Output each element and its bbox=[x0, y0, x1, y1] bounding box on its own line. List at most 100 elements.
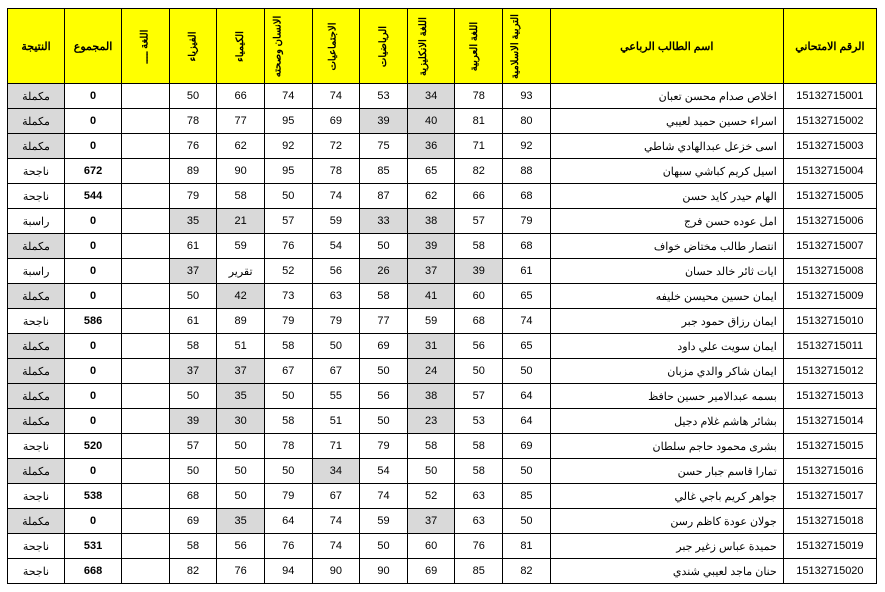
cell-score: 56 bbox=[455, 334, 503, 359]
cell-result: ناجحة bbox=[8, 484, 65, 509]
cell-score: 58 bbox=[407, 434, 455, 459]
cell-score: 64 bbox=[503, 384, 551, 409]
cell-id: 15132715012 bbox=[783, 359, 876, 384]
cell-name: اسيل كريم كباشي سبهان bbox=[550, 159, 783, 184]
cell-score: 78 bbox=[312, 159, 360, 184]
cell-name: جولان عودة كاظم رسن bbox=[550, 509, 783, 534]
cell-score: 57 bbox=[169, 434, 217, 459]
cell-result: مكملة bbox=[8, 134, 65, 159]
cell-score bbox=[122, 459, 170, 484]
cell-result: ناجحة bbox=[8, 159, 65, 184]
cell-score: 39 bbox=[455, 259, 503, 284]
cell-score: 82 bbox=[169, 559, 217, 584]
col-subj-3: الرياضيات bbox=[360, 9, 408, 84]
cell-id: 15132715001 bbox=[783, 84, 876, 109]
cell-score: 67 bbox=[312, 359, 360, 384]
cell-score: 56 bbox=[360, 384, 408, 409]
cell-id: 15132715019 bbox=[783, 534, 876, 559]
col-subj-2: اللغة الانكليزية bbox=[407, 9, 455, 84]
cell-result: مكملة bbox=[8, 459, 65, 484]
cell-score: 37 bbox=[407, 509, 455, 534]
cell-score: 93 bbox=[503, 84, 551, 109]
cell-score: 71 bbox=[455, 134, 503, 159]
cell-score: 77 bbox=[217, 109, 265, 134]
cell-score: 81 bbox=[503, 534, 551, 559]
cell-score: 76 bbox=[455, 534, 503, 559]
cell-total: 672 bbox=[65, 159, 122, 184]
cell-score: 94 bbox=[264, 559, 312, 584]
cell-score: 35 bbox=[169, 209, 217, 234]
cell-score: 92 bbox=[264, 134, 312, 159]
cell-name: جواهر كريم باجي غالي bbox=[550, 484, 783, 509]
cell-name: بشائر هاشم غلام دجيل bbox=[550, 409, 783, 434]
cell-total: 0 bbox=[65, 234, 122, 259]
cell-score: 64 bbox=[503, 409, 551, 434]
cell-score: 21 bbox=[217, 209, 265, 234]
cell-id: 15132715020 bbox=[783, 559, 876, 584]
cell-name: ايمان رزاق حمود جبر bbox=[550, 309, 783, 334]
cell-score: 85 bbox=[503, 484, 551, 509]
cell-name: تمارا قاسم جبار حسن bbox=[550, 459, 783, 484]
cell-total: 0 bbox=[65, 284, 122, 309]
cell-name: حنان ماجد لعيبي شندي bbox=[550, 559, 783, 584]
cell-score: 50 bbox=[503, 359, 551, 384]
cell-score bbox=[122, 284, 170, 309]
cell-score: 80 bbox=[503, 109, 551, 134]
cell-score bbox=[122, 234, 170, 259]
cell-score: 65 bbox=[503, 284, 551, 309]
cell-score: 50 bbox=[169, 84, 217, 109]
cell-score: 92 bbox=[503, 134, 551, 159]
results-table: الرقم الامتحاني اسم الطالب الرباعي الترب… bbox=[7, 8, 877, 584]
cell-total: 0 bbox=[65, 109, 122, 134]
cell-score: 58 bbox=[264, 334, 312, 359]
cell-score: 65 bbox=[503, 334, 551, 359]
cell-score bbox=[122, 109, 170, 134]
table-row: 15132715016تمارا قاسم جبار حسن5058505434… bbox=[8, 459, 877, 484]
cell-score bbox=[122, 184, 170, 209]
cell-name: حميدة عباس زغير جبر bbox=[550, 534, 783, 559]
cell-total: 544 bbox=[65, 184, 122, 209]
cell-id: 15132715009 bbox=[783, 284, 876, 309]
cell-score bbox=[122, 509, 170, 534]
cell-score: 38 bbox=[407, 209, 455, 234]
cell-score: 59 bbox=[312, 209, 360, 234]
cell-score: 40 bbox=[407, 109, 455, 134]
cell-score: 35 bbox=[217, 384, 265, 409]
cell-id: 15132715008 bbox=[783, 259, 876, 284]
cell-score bbox=[122, 409, 170, 434]
cell-score: 52 bbox=[407, 484, 455, 509]
cell-total: 531 bbox=[65, 534, 122, 559]
table-row: 15132715019حميدة عباس زغير جبر8176605074… bbox=[8, 534, 877, 559]
cell-score: 42 bbox=[217, 284, 265, 309]
cell-score: 95 bbox=[264, 109, 312, 134]
cell-total: 0 bbox=[65, 334, 122, 359]
cell-id: 15132715015 bbox=[783, 434, 876, 459]
cell-score: 65 bbox=[407, 159, 455, 184]
cell-total: 0 bbox=[65, 459, 122, 484]
cell-name: ايمان شاكر والدي مزبان bbox=[550, 359, 783, 384]
cell-total: 0 bbox=[65, 409, 122, 434]
col-subj-0: التربية الاسلامية bbox=[503, 9, 551, 84]
table-row: 15132715006امل عوده حسن فرج7957383359572… bbox=[8, 209, 877, 234]
cell-score: 26 bbox=[360, 259, 408, 284]
cell-score: 66 bbox=[217, 84, 265, 109]
cell-score: 78 bbox=[455, 84, 503, 109]
cell-score: 63 bbox=[455, 484, 503, 509]
cell-score: 69 bbox=[503, 434, 551, 459]
col-result: النتيجة bbox=[8, 9, 65, 84]
cell-score: 50 bbox=[217, 459, 265, 484]
cell-score: 62 bbox=[407, 184, 455, 209]
cell-total: 586 bbox=[65, 309, 122, 334]
cell-score bbox=[122, 159, 170, 184]
table-row: 15132715015بشرى محمود حاجم سلطان69585879… bbox=[8, 434, 877, 459]
cell-score: 58 bbox=[217, 184, 265, 209]
cell-score: 50 bbox=[407, 459, 455, 484]
cell-score: 50 bbox=[360, 534, 408, 559]
cell-score: 61 bbox=[169, 234, 217, 259]
cell-score: 88 bbox=[503, 159, 551, 184]
cell-score: 68 bbox=[503, 184, 551, 209]
cell-score: 50 bbox=[217, 484, 265, 509]
cell-score: 37 bbox=[217, 359, 265, 384]
cell-total: 668 bbox=[65, 559, 122, 584]
cell-score: 37 bbox=[169, 359, 217, 384]
